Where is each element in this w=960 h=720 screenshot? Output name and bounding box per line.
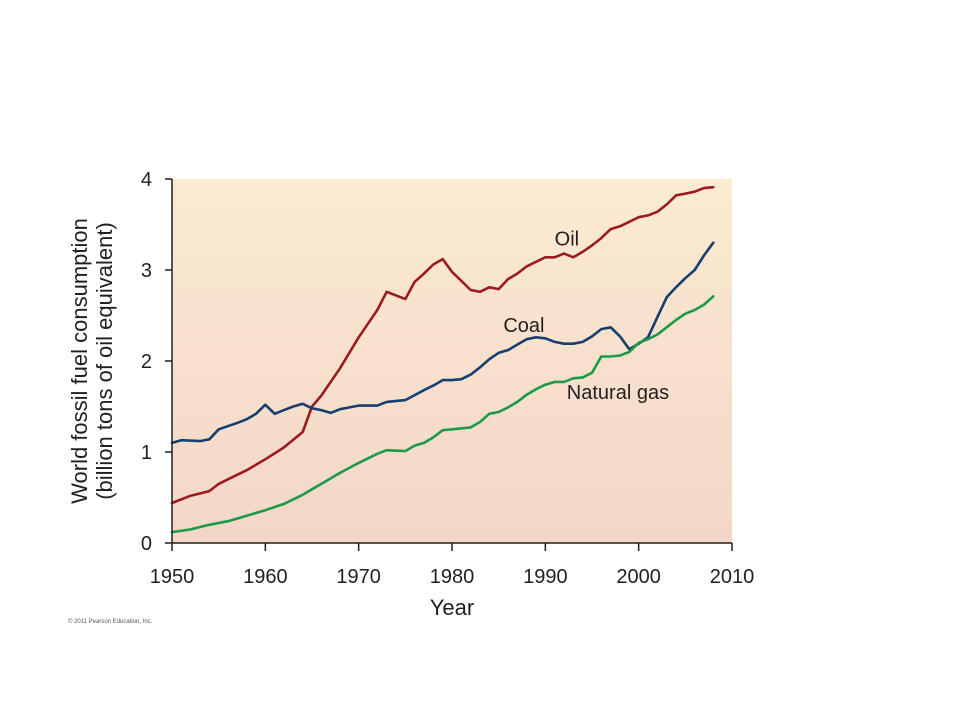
series-line-oil — [170, 185, 715, 505]
series-label-coal: Coal — [503, 315, 544, 337]
y-ticks: 0 1 2 3 4 — [141, 169, 172, 555]
series-line-natural-gas — [170, 295, 715, 534]
y-tick-label: 2 — [141, 351, 152, 373]
x-axis-title: Year — [430, 595, 474, 620]
plot-area-background — [172, 179, 732, 543]
y-axis-title-line-1: World fossil fuel consumption — [67, 218, 92, 504]
y-tick-label: 3 — [141, 260, 152, 282]
x-tick-label: 1960 — [243, 566, 288, 588]
x-tick-label: 1970 — [336, 566, 381, 588]
x-tick-label: 1980 — [430, 566, 475, 588]
y-tick-label: 0 — [141, 533, 152, 555]
y-axis-title: World fossil fuel consumption (billion t… — [67, 218, 117, 504]
copyright-notice: © 2011 Pearson Education, Inc. — [68, 619, 153, 625]
x-tick-label: 1950 — [150, 566, 195, 588]
series-layer — [170, 185, 715, 534]
x-ticks: 1950 1960 1970 1980 1990 2000 2010 — [150, 543, 755, 588]
y-tick-label: 1 — [141, 442, 152, 464]
x-tick-label: 1990 — [523, 566, 568, 588]
x-tick-label: 2000 — [616, 566, 661, 588]
x-tick-label: 2010 — [710, 566, 755, 588]
series-label-oil: Oil — [555, 228, 579, 250]
y-tick-label: 4 — [141, 169, 152, 191]
series-label-natural-gas: Natural gas — [567, 382, 669, 404]
series-labels: Oil Coal Natural gas — [503, 228, 669, 404]
y-axis-title-line-2: (billion tons of oil equivalent) — [92, 222, 117, 500]
